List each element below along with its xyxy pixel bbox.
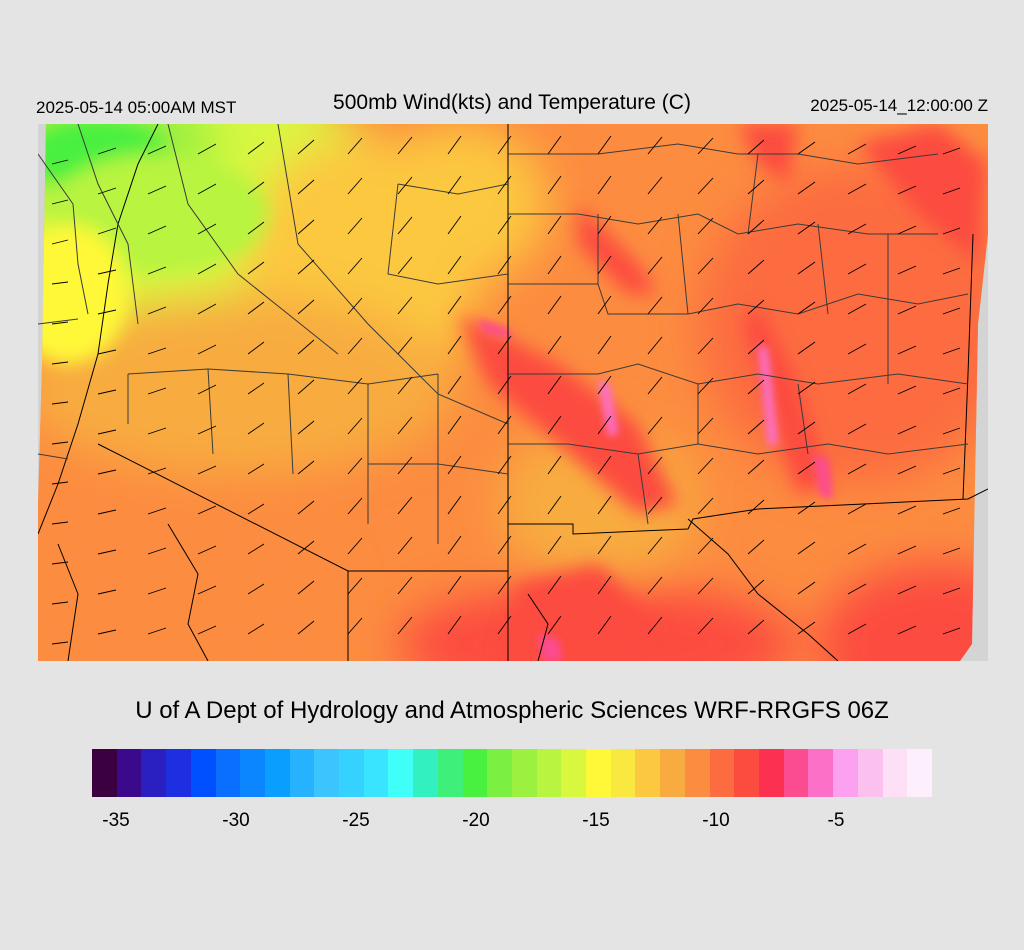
colorbar-swatch: [116, 749, 142, 797]
colorbar-swatch: [363, 749, 389, 797]
map-canvas: [38, 124, 988, 661]
colorbar-swatch: [536, 749, 562, 797]
colorbar-swatch: [388, 749, 414, 797]
valid-time-utc: 2025-05-14_12:00:00 Z: [810, 96, 988, 115]
temperature-wind-map: [38, 124, 988, 661]
temperature-colorbar: [92, 749, 932, 797]
colorbar-swatch: [808, 749, 834, 797]
wind-barbs: [51, 135, 961, 645]
colorbar-tick-label: -10: [702, 810, 730, 831]
colorbar-tick-label: -5: [827, 810, 845, 831]
colorbar-swatch: [437, 749, 463, 797]
colorbar-swatch: [635, 749, 661, 797]
colorbar-swatch: [561, 749, 587, 797]
colorbar-swatch: [413, 749, 438, 797]
colorbar-swatch: [264, 749, 290, 797]
colorbar-swatch: [660, 749, 685, 797]
colorbar-swatch: [314, 749, 340, 797]
colorbar-tick-labels: -35 -30 -25 -20 -15 -10 -5: [92, 810, 932, 834]
colorbar-swatch: [709, 749, 735, 797]
colorbar-swatch: [190, 749, 216, 797]
valid-time-local: 2025-05-14 05:00AM MST: [36, 98, 237, 117]
colorbar-swatch: [734, 749, 759, 797]
colorbar-tick-label: -15: [582, 810, 610, 831]
credit-line: U of A Dept of Hydrology and Atmospheric…: [135, 697, 889, 724]
colorbar-swatch: [92, 749, 117, 797]
colorbar-swatch: [833, 749, 858, 797]
colorbar-swatch: [882, 749, 908, 797]
colorbar-swatch: [487, 749, 512, 797]
colorbar-swatch: [141, 749, 167, 797]
colorbar-swatch: [462, 749, 488, 797]
colorbar-swatch: [684, 749, 710, 797]
colorbar-tick-label: -20: [462, 810, 490, 831]
colorbar-swatch: [215, 749, 241, 797]
colorbar-swatch: [339, 749, 364, 797]
colorbar-swatch: [857, 749, 883, 797]
colorbar-swatch: [758, 749, 784, 797]
colorbar-swatch: [907, 749, 932, 797]
colorbar-swatch: [586, 749, 611, 797]
colorbar-tick-label: -35: [102, 810, 130, 831]
colorbar-swatch: [511, 749, 537, 797]
colorbar-swatch: [240, 749, 265, 797]
colorbar-tick-label: -30: [222, 810, 250, 831]
colorbar-tick-label: -25: [342, 810, 370, 831]
colorbar-swatch: [610, 749, 636, 797]
temperature-field: [38, 124, 988, 661]
boundary-lines: [38, 124, 988, 661]
colorbar-swatch: [783, 749, 809, 797]
colorbar-swatch: [166, 749, 191, 797]
colorbar-swatch: [289, 749, 315, 797]
map-title: 500mb Wind(kts) and Temperature (C): [333, 91, 691, 114]
